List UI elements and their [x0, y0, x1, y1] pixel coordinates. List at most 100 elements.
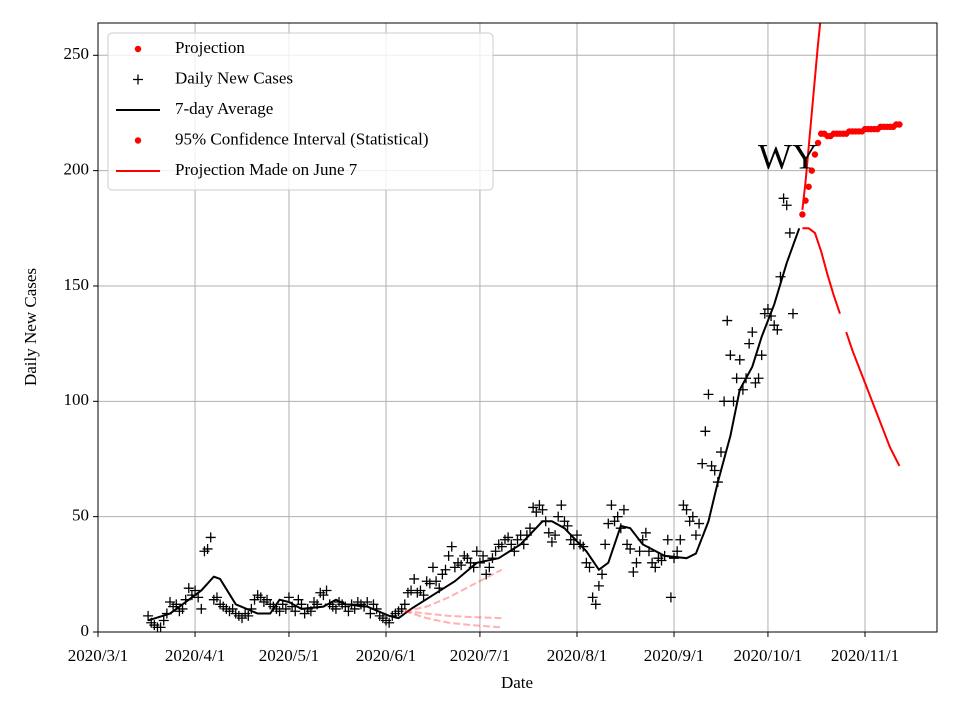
daily-case-point	[506, 539, 517, 550]
y-tick-label: 0	[81, 621, 90, 640]
daily-case-point	[597, 569, 608, 580]
daily-case-point	[202, 543, 213, 554]
daily-case-point	[587, 592, 598, 603]
daily-case-point	[406, 585, 417, 596]
y-axis-label: Daily New Cases	[21, 268, 40, 386]
daily-case-point	[775, 271, 786, 282]
legend-label: Projection Made on June 7	[175, 160, 358, 179]
daily-case-point	[550, 530, 561, 541]
x-tick-label: 2020/8/1	[547, 646, 607, 665]
daily-case-point	[190, 585, 201, 596]
daily-case-point	[478, 550, 489, 561]
legend-label: 95% Confidence Interval (Statistical)	[175, 129, 429, 148]
legend-label: Projection	[175, 38, 245, 57]
daily-case-point	[590, 599, 601, 610]
daily-case-point	[747, 327, 758, 338]
daily-case-point	[556, 500, 567, 511]
x-tick-label: 2020/5/1	[259, 646, 319, 665]
x-tick-label: 2020/6/1	[356, 646, 416, 665]
daily-case-point	[672, 546, 683, 557]
x-tick-label: 2020/3/1	[68, 646, 128, 665]
daily-case-point	[440, 564, 451, 575]
daily-case-point	[744, 338, 755, 349]
projection-point	[811, 151, 819, 158]
daily-case-point	[196, 603, 207, 614]
daily-case-point	[362, 597, 373, 608]
daily-case-point	[365, 608, 376, 619]
projection-point	[799, 211, 806, 218]
daily-case-point	[631, 557, 642, 568]
series-line	[801, 23, 822, 210]
series-line	[802, 227, 901, 467]
x-tick-label: 2020/4/1	[165, 646, 225, 665]
x-tick-label: 2020/7/1	[450, 646, 510, 665]
daily-case-point	[158, 615, 169, 626]
daily-case-point	[496, 541, 507, 552]
daily-case-point	[290, 606, 301, 617]
daily-case-point	[584, 562, 595, 573]
daily-case-point	[665, 592, 676, 603]
x-tick-label: 2020/11/1	[831, 646, 899, 665]
legend-marker	[134, 137, 142, 144]
daily-case-point	[409, 573, 420, 584]
series-line	[404, 610, 502, 629]
daily-case-point	[143, 610, 154, 621]
daily-case-point	[427, 562, 438, 573]
projection-point	[814, 139, 822, 147]
daily-case-point	[687, 511, 698, 522]
daily-case-point	[424, 578, 435, 589]
daily-case-point	[618, 504, 629, 515]
legend-label: Daily New Cases	[175, 68, 293, 87]
x-axis-label: Date	[501, 673, 533, 692]
daily-case-point	[593, 580, 604, 591]
daily-case-point	[603, 518, 614, 529]
daily-case-point	[481, 569, 492, 580]
daily-case-point	[321, 585, 332, 596]
daily-case-point	[787, 308, 798, 319]
y-tick-label: 150	[64, 275, 90, 294]
daily-case-point	[446, 541, 457, 552]
daily-case-point	[612, 511, 623, 522]
daily-case-point	[243, 610, 254, 621]
daily-case-point	[634, 546, 645, 557]
daily-case-point	[546, 537, 557, 548]
daily-case-point	[553, 511, 564, 522]
daily-case-point	[697, 458, 708, 469]
daily-case-point	[571, 530, 582, 541]
legend-label: 7-day Average	[175, 99, 273, 118]
daily-case-point	[762, 304, 773, 315]
daily-case-point	[756, 350, 767, 361]
daily-case-point	[525, 523, 536, 534]
legend-box	[107, 32, 494, 191]
x-tick-label: 2020/9/1	[644, 646, 704, 665]
series-line	[147, 227, 801, 622]
daily-case-point	[719, 396, 730, 407]
daily-case-point	[703, 389, 714, 400]
daily-case-point	[399, 599, 410, 610]
projection-point	[805, 183, 812, 190]
daily-case-point	[690, 530, 701, 541]
daily-case-point	[211, 592, 222, 603]
plot-area	[143, 23, 903, 632]
daily-case-point	[456, 560, 467, 571]
daily-case-point	[784, 227, 795, 238]
daily-case-point	[625, 543, 636, 554]
annotation: WY	[758, 136, 818, 176]
daily-case-point	[484, 562, 495, 573]
daily-case-point	[503, 532, 514, 543]
daily-case-point	[675, 534, 686, 545]
daily-case-point	[722, 315, 733, 326]
daily-case-point	[543, 527, 554, 538]
daily-case-point	[640, 527, 651, 538]
daily-case-point	[280, 603, 291, 614]
daily-case-point	[274, 606, 285, 617]
daily-case-point	[772, 324, 783, 335]
daily-case-point	[490, 546, 501, 557]
daily-case-point	[443, 550, 454, 561]
legend-marker	[134, 45, 142, 53]
y-tick-label: 100	[64, 390, 90, 409]
series-line	[404, 610, 502, 620]
daily-case-point	[537, 504, 548, 515]
daily-case-point	[384, 617, 395, 628]
